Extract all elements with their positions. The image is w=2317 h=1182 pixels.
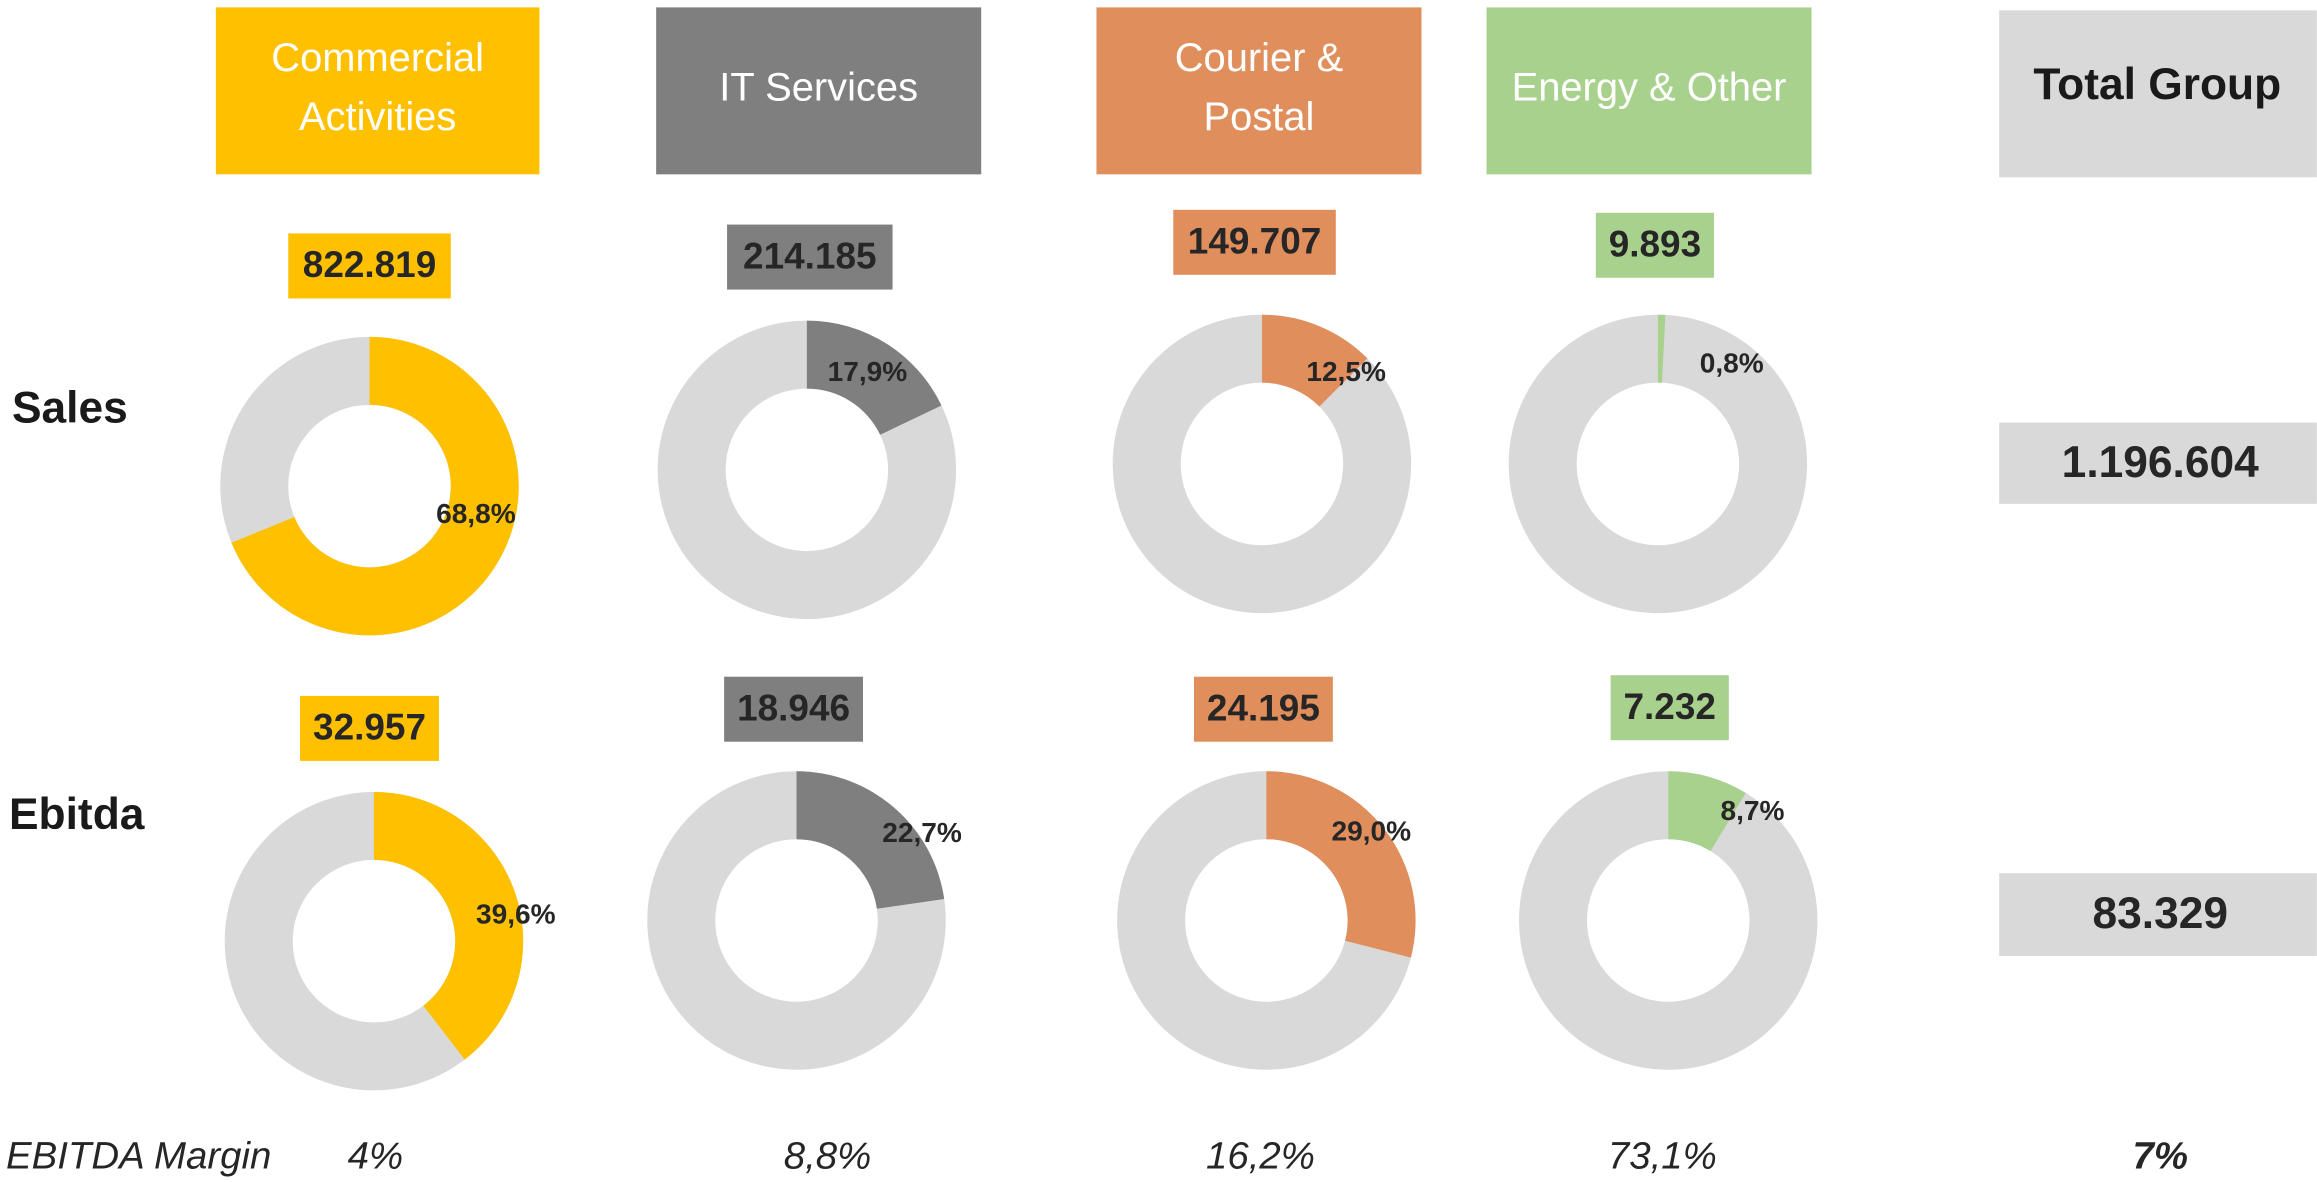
value-box [300, 695, 439, 761]
total-margin: 7% [2132, 1135, 2188, 1178]
value-label: 24.195 [1207, 687, 1320, 728]
total-box [1999, 422, 2317, 504]
value-box [1193, 676, 1333, 742]
value-box [727, 224, 893, 290]
value-label: 32.957 [313, 707, 426, 748]
share-label: 29,0% [1331, 816, 1411, 847]
share-label: 68,8% [436, 498, 516, 529]
division-name: Activities [299, 95, 456, 139]
donut-track [1519, 771, 1818, 1070]
value-box [1173, 209, 1336, 275]
row-label: EBITDA Margin [6, 1135, 271, 1178]
division-name: Commercial [271, 36, 484, 80]
value-box [288, 233, 451, 299]
margin-value: 8,8% [784, 1135, 872, 1178]
division-header [1096, 7, 1422, 175]
division-name: IT Services [719, 66, 918, 110]
value-label: 9.893 [1609, 223, 1701, 264]
total-header [1999, 10, 2317, 178]
value-box [1595, 212, 1715, 278]
share-label: 12,5% [1306, 356, 1386, 387]
division-header [1486, 7, 1812, 175]
margin-value: 73,1% [1608, 1135, 1717, 1178]
total-title: Total Group [2033, 60, 2281, 109]
total-box [1999, 873, 2317, 956]
share-label: 17,9% [828, 356, 908, 387]
donut-segment [1657, 314, 1666, 383]
share-label: 8,7% [1720, 795, 1784, 826]
total-ebitda: 83.329 [2092, 889, 2228, 938]
value-label: 149.707 [1188, 221, 1321, 262]
value-label: 214.185 [743, 235, 876, 276]
division-name: Postal [1204, 95, 1315, 139]
donut-segment [1261, 314, 1368, 407]
division-header [656, 7, 982, 175]
margin-value: 4% [348, 1135, 404, 1178]
value-label: 18.946 [737, 687, 850, 728]
margin-value: 16,2% [1206, 1135, 1315, 1178]
value-label: 822.819 [303, 244, 436, 285]
share-label: 39,6% [476, 898, 556, 929]
donut-segment [1668, 771, 1746, 852]
division-name: Energy & Other [1512, 66, 1787, 110]
donut-segment [231, 336, 519, 636]
donut-track [1508, 314, 1808, 614]
value-label: 7.232 [1624, 686, 1716, 727]
row-label: Ebitda [9, 790, 145, 839]
donut-segment [1266, 771, 1416, 958]
value-box [724, 676, 863, 742]
donut-segment [806, 320, 942, 435]
division-header [215, 7, 540, 175]
row-label: Sales [12, 383, 128, 432]
share-label: 22,7% [882, 817, 962, 848]
total-sales: 1.196.604 [2062, 438, 2259, 487]
division-name: Courier & [1175, 36, 1343, 80]
value-box [1610, 675, 1729, 741]
share-label: 0,8% [1700, 347, 1764, 378]
donut-segment [796, 771, 945, 909]
donut-segment [373, 791, 524, 1060]
